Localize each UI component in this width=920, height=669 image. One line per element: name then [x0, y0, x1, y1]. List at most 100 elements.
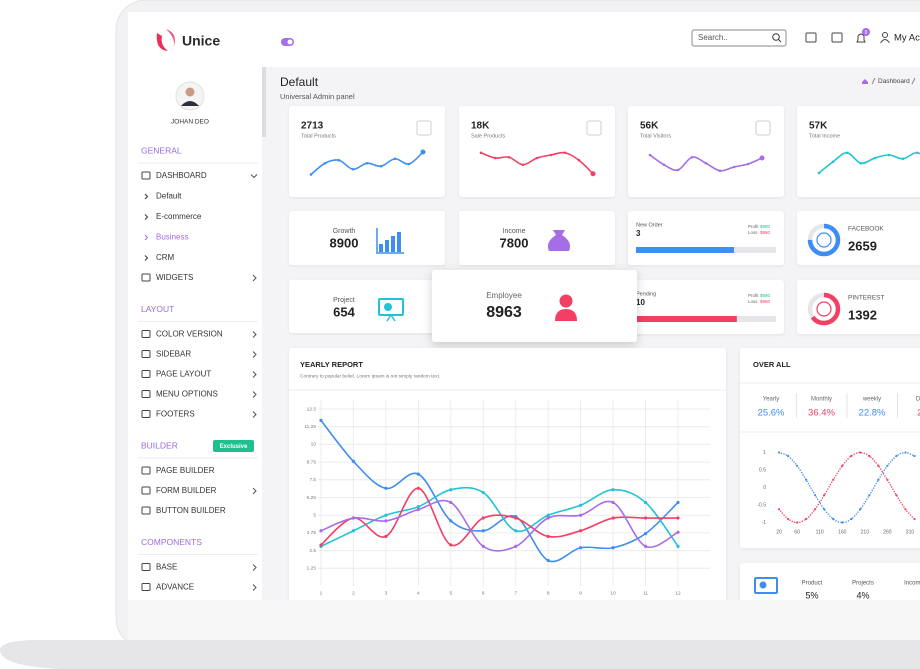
x-tick-label: 11: [643, 590, 648, 596]
sparkline-point: [759, 155, 765, 161]
x-tick-label: 2: [352, 590, 355, 596]
person-icon: [559, 294, 573, 308]
x-tick-label: 260: [883, 529, 892, 535]
card: [459, 211, 615, 265]
card-subtitle: Contrary to popular belief, Lorem Ipsum …: [300, 373, 440, 379]
menu-item[interactable]: MENU OPTIONS: [156, 390, 218, 399]
icon-bar: [391, 236, 395, 252]
sparkline-point: [901, 157, 905, 161]
submenu-item[interactable]: Default: [156, 192, 182, 201]
series-point: [850, 517, 853, 521]
breadcrumb[interactable]: Dashboard: [878, 78, 910, 85]
series-point: [449, 543, 453, 547]
donut-arc: [807, 223, 841, 257]
order-value: 3: [636, 229, 641, 238]
series-point: [814, 494, 817, 497]
submenu-item[interactable]: CRM: [156, 253, 175, 262]
x-tick-label: 4: [417, 590, 420, 596]
sparkline-point: [648, 153, 652, 157]
sparkline-point: [577, 158, 581, 162]
series-point: [416, 486, 420, 490]
search-box[interactable]: [691, 29, 787, 47]
series-point: [841, 464, 844, 467]
stat-value: 25.6%: [758, 408, 785, 419]
series-point: [643, 544, 648, 548]
card: [289, 280, 445, 333]
menu-icon: [141, 330, 151, 338]
menu-icon: [141, 410, 151, 418]
menu-item[interactable]: FORM BUILDER: [156, 486, 217, 495]
sparkline-point: [407, 162, 411, 166]
menu-item[interactable]: COLOR VERSION: [156, 330, 223, 339]
sparkline-point: [549, 153, 553, 157]
y-tick-label: 3.75: [307, 530, 317, 536]
series-point: [832, 517, 835, 521]
y-tick-label: 0: [763, 485, 766, 491]
stat-label: weekly: [862, 397, 881, 403]
series-point: [579, 513, 583, 517]
chevron: [252, 331, 257, 338]
metric-label: Employee: [486, 291, 522, 300]
logo-mark: [166, 29, 175, 51]
series-point: [481, 544, 485, 548]
stat-value: 57K: [809, 121, 828, 132]
menu-item[interactable]: FOOTERS: [156, 410, 195, 419]
breadcrumb-sep: [871, 77, 876, 85]
sparkline-point: [393, 157, 397, 161]
sparkline-point: [831, 160, 835, 164]
menu-item[interactable]: WIDGETS: [156, 273, 193, 282]
series-point: [805, 517, 808, 521]
series-point: [777, 508, 781, 511]
series-point: [611, 488, 615, 492]
series-line: [320, 419, 679, 563]
menu-item[interactable]: PAGE BUILDER: [156, 466, 215, 475]
social-value: 1392: [848, 307, 877, 322]
progress-bar: [636, 247, 734, 253]
stat-label: Monthly: [811, 397, 832, 403]
menu-item[interactable]: PAGE LAYOUT: [156, 370, 211, 379]
series-point: [676, 500, 680, 505]
stat-value: 18K: [471, 121, 490, 132]
account-link[interactable]: My Account: [894, 33, 920, 44]
sparkline-point: [690, 155, 694, 159]
submenu-item[interactable]: E-commerce: [156, 212, 202, 221]
menu-item[interactable]: SIDEBAR: [156, 350, 191, 359]
chevron: [252, 584, 257, 591]
laptop-base: [0, 640, 920, 669]
section-title: COMPONENTS: [141, 537, 202, 547]
sparkline-point: [718, 169, 722, 173]
sparkline-point: [563, 151, 567, 155]
y-tick-label: 12.5: [307, 406, 317, 412]
profile-name: JOHAN DEO: [171, 119, 209, 126]
calendar-icon[interactable]: [805, 32, 817, 43]
bell-icon[interactable]: [856, 33, 866, 43]
series-point: [786, 454, 790, 458]
stat-icon: [416, 120, 432, 136]
home-icon: [862, 79, 868, 84]
y-tick-label: -0.5: [757, 502, 766, 508]
series-point: [850, 454, 853, 458]
menu-item[interactable]: ADVANCE: [156, 583, 194, 592]
series-point: [895, 454, 898, 458]
menu-item[interactable]: DASHBOARD: [156, 171, 207, 180]
y-tick-label: 5: [313, 512, 316, 518]
top-bar: [128, 12, 920, 67]
card: [740, 348, 920, 548]
series-point: [351, 529, 356, 533]
menu-item[interactable]: BUTTON BUILDER: [156, 506, 226, 515]
submenu-item[interactable]: Business: [156, 233, 188, 242]
sparkline-point: [420, 149, 426, 155]
menu-item[interactable]: BASE: [156, 563, 177, 572]
loss-label: Loss: [748, 299, 758, 304]
sparkline-point: [323, 161, 327, 165]
y-tick-label: 7.5: [309, 477, 316, 483]
series-point: [449, 488, 453, 492]
x-tick-label: 9: [579, 590, 582, 596]
icon-axis: [376, 228, 404, 254]
section-title: GENERAL: [141, 145, 182, 155]
translate-icon[interactable]: [831, 32, 843, 43]
series-point: [868, 454, 871, 458]
chevron: [252, 411, 257, 418]
chevron: [252, 487, 257, 495]
social-icon: [816, 232, 832, 248]
